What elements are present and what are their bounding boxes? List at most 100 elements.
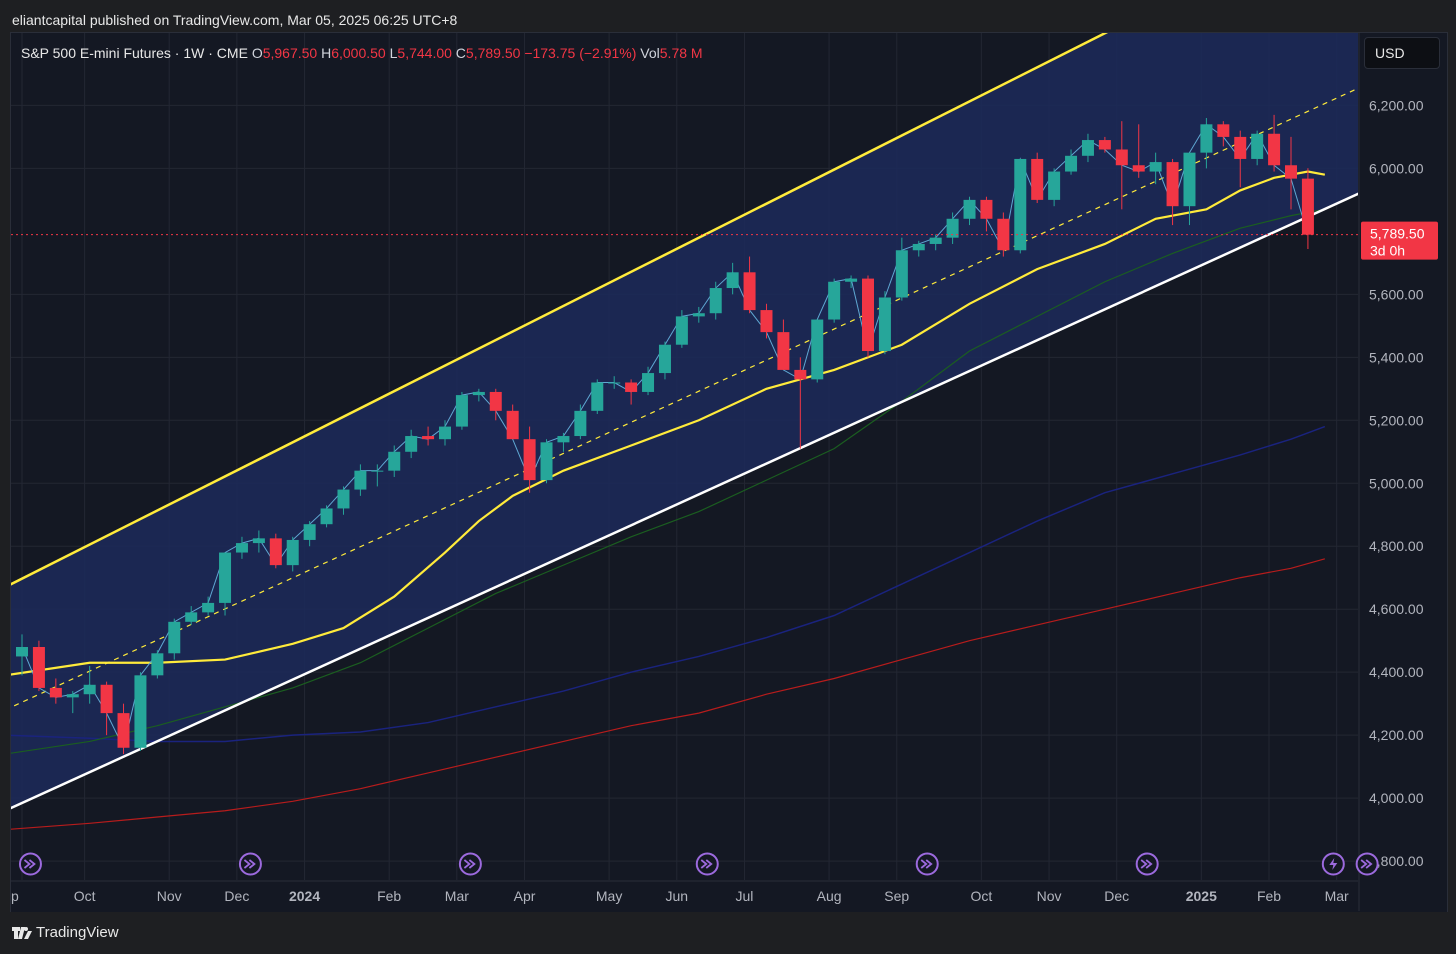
x-tick-label: Jun bbox=[666, 888, 689, 904]
candle-body bbox=[862, 278, 874, 352]
candle-body bbox=[557, 436, 570, 443]
candle-body bbox=[625, 382, 638, 392]
candle-body bbox=[134, 675, 147, 748]
candle-body bbox=[320, 508, 333, 525]
arrow-glyph bbox=[243, 859, 256, 869]
candle-body bbox=[337, 489, 350, 509]
y-tick-label: 4,600.00 bbox=[1369, 601, 1424, 617]
candle-body bbox=[100, 684, 113, 714]
candle-body bbox=[912, 243, 925, 251]
channel-lower-line bbox=[11, 192, 1358, 810]
x-tick-label: 2025 bbox=[1186, 888, 1217, 904]
candle-body bbox=[439, 426, 451, 440]
x-tick-label: Feb bbox=[377, 888, 401, 904]
ma-blue-line bbox=[11, 425, 1326, 743]
x-tick-label: Nov bbox=[157, 888, 182, 904]
open-value: 5,967.50 bbox=[262, 45, 318, 61]
top-bar: eliantcapital published on TradingView.c… bbox=[0, 0, 1456, 32]
y-tick-label: 5,600.00 bbox=[1369, 286, 1424, 302]
volume-value: 5.78 M bbox=[659, 45, 703, 61]
candle-body bbox=[997, 218, 1010, 251]
candle-body bbox=[1251, 133, 1264, 159]
high-value: 6,000.50 bbox=[331, 45, 386, 61]
tradingview-logo-icon bbox=[12, 926, 32, 939]
close-label: C bbox=[455, 45, 466, 61]
candle-body bbox=[388, 451, 401, 471]
candle-body bbox=[455, 395, 468, 427]
symbol-name[interactable]: S&P 500 E-mini Futures · 1W · CME bbox=[21, 45, 248, 61]
candle-body bbox=[895, 250, 908, 298]
x-tick-label: Dec bbox=[224, 888, 249, 904]
y-tick-label: 6,000.00 bbox=[1369, 160, 1424, 176]
y-tick-label: 4,400.00 bbox=[1369, 664, 1424, 680]
candle-body bbox=[777, 332, 790, 370]
currency-button[interactable]: USD bbox=[1364, 37, 1440, 69]
candle-body bbox=[219, 552, 232, 603]
low-label: L bbox=[389, 45, 398, 61]
candle-body bbox=[574, 410, 587, 437]
bottom-bar bbox=[0, 912, 1456, 954]
candle-body bbox=[235, 543, 248, 553]
candle-body bbox=[1301, 178, 1314, 235]
candle-body bbox=[489, 391, 502, 411]
close-value: 5,789.50 bbox=[465, 45, 521, 61]
x-tick-label: Feb bbox=[1257, 888, 1281, 904]
last-price-tag bbox=[1361, 221, 1438, 260]
high-label: H bbox=[321, 45, 332, 61]
brand-name: TradingView bbox=[36, 924, 119, 941]
ohlc-legend: S&P 500 E-mini Futures · 1W · CME O5,967… bbox=[21, 45, 703, 61]
y-tick-label: 5,400.00 bbox=[1369, 349, 1424, 365]
candle-body bbox=[642, 373, 655, 392]
x-tick-label: Aug bbox=[817, 888, 842, 904]
candle-body bbox=[472, 391, 485, 396]
volume-label: Vol bbox=[640, 45, 660, 61]
candle-body bbox=[422, 436, 435, 440]
open-label: O bbox=[251, 45, 263, 61]
publish-info: eliantcapital published on TradingView.c… bbox=[12, 12, 458, 28]
x-tick-label: p bbox=[11, 888, 19, 904]
candle-body bbox=[1200, 124, 1213, 153]
candle-body bbox=[405, 436, 418, 452]
y-tick-label: 6,200.00 bbox=[1369, 97, 1424, 113]
bar-countdown-label: 3d 0h bbox=[1370, 243, 1405, 259]
candle-body bbox=[878, 297, 891, 352]
candle-body bbox=[1081, 140, 1094, 156]
x-tick-label: Dec bbox=[1104, 888, 1129, 904]
y-tick-label: 3,800.00 bbox=[1369, 853, 1424, 869]
candle-body bbox=[980, 199, 993, 219]
last-price-label: 5,789.50 bbox=[1370, 226, 1425, 242]
candle-body bbox=[66, 694, 79, 698]
tradingview-brand[interactable]: TradingView bbox=[12, 924, 119, 941]
candle-body bbox=[83, 684, 96, 695]
candle-body bbox=[1285, 165, 1297, 179]
x-tick-label: 2024 bbox=[289, 888, 320, 904]
candle-body bbox=[658, 344, 671, 374]
ma-red-line bbox=[11, 558, 1326, 830]
x-tick-label: Apr bbox=[514, 888, 536, 904]
candle-body bbox=[1268, 133, 1281, 166]
candle-body bbox=[743, 272, 756, 311]
arrow-glyph bbox=[23, 859, 36, 869]
candle-body bbox=[760, 310, 773, 333]
y-tick-label: 4,800.00 bbox=[1369, 538, 1424, 554]
candle-body bbox=[269, 538, 282, 566]
channel-upper-line bbox=[11, 33, 1109, 586]
x-tick-label: Oct bbox=[970, 888, 992, 904]
x-tick-label: May bbox=[596, 888, 622, 904]
plot-area bbox=[11, 33, 1358, 880]
x-tick-label: Nov bbox=[1037, 888, 1062, 904]
y-tick-label: 5,000.00 bbox=[1369, 475, 1424, 491]
candle-body bbox=[1014, 158, 1027, 251]
candle-body bbox=[946, 218, 959, 238]
candle-body bbox=[1183, 152, 1196, 207]
candle-body bbox=[202, 602, 215, 613]
ma-yellow-line bbox=[11, 170, 1326, 676]
candle-body bbox=[675, 316, 688, 345]
candle-body bbox=[354, 470, 367, 490]
candle-body bbox=[1048, 171, 1061, 200]
channel-fill bbox=[11, 33, 1358, 809]
channel-midline bbox=[11, 87, 1358, 708]
candle-body bbox=[794, 369, 807, 380]
y-tick-label: 5,200.00 bbox=[1369, 412, 1424, 428]
